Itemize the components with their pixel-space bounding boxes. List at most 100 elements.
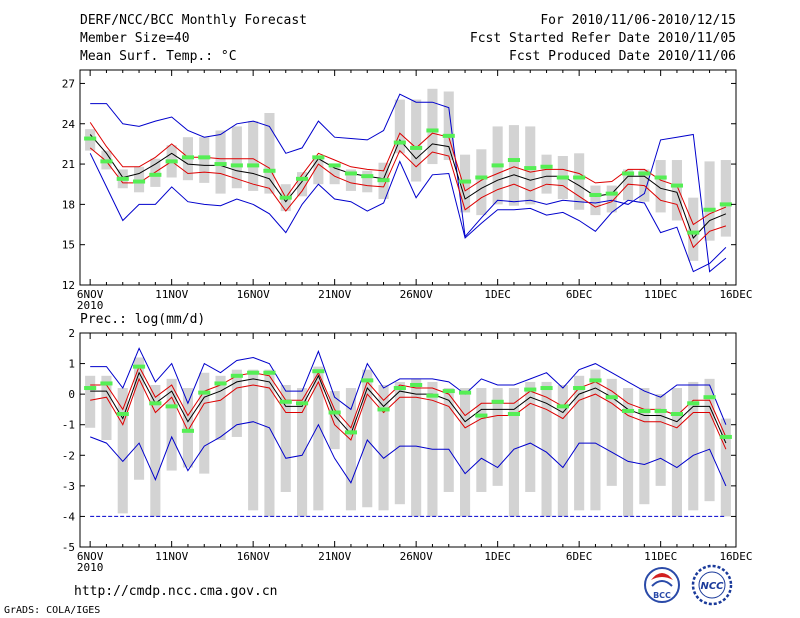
spread-bar [443,388,454,492]
spread-bar [345,388,357,511]
median-marker [377,407,390,412]
spread-bar [296,172,308,197]
x-tick-label: 1DEC [484,550,511,563]
y-tick-label: 21 [62,158,75,171]
median-marker [312,155,325,160]
temperature-panel: 12 15 18 21 24 27 6NOV 11NOV 16NOV 21NOV 26NOV 1DEC… [62,69,753,312]
median-marker [719,202,732,207]
median-marker [295,176,309,181]
spread-bar [606,185,617,213]
median-marker [377,178,390,183]
median-marker [556,175,569,180]
x-year-label: 2010 [77,299,104,312]
median-marker [198,390,211,395]
y-tick-label: 0 [68,388,75,401]
median-marker [295,401,309,406]
spread-bar [85,375,96,428]
median-marker [475,413,488,418]
spread-bar [362,369,373,508]
median-marker [100,159,113,164]
x-tick-label: 11DEC [644,288,677,301]
median-marker [214,162,227,167]
member-size: Member Size=40 [80,31,190,46]
bcc-logo: BCC [644,567,680,603]
bcc-logo-text: BCC [653,591,671,600]
median-marker [165,159,178,164]
median-marker [393,386,406,391]
spread-bar [622,388,634,517]
median-marker [230,373,243,378]
median-marker [214,381,227,386]
spread-bar [459,154,471,213]
spread-bar [574,153,585,210]
y-tick-label: 27 [62,77,75,90]
spread-bar [313,366,324,511]
spread-bar [199,372,210,474]
x-tick-label: 6NOV [77,288,104,301]
spread-bar [590,369,601,511]
median-marker [426,128,439,133]
median-marker [524,166,537,171]
median-marker [344,171,358,176]
y-tick-label: -1 [62,419,75,432]
x-tick-label: 26NOV [400,288,433,301]
series-line-mean-plus-std [89,122,727,226]
spread-bar [639,388,650,505]
spread-bar [313,156,324,185]
chart-title: DERF/NCC/BCC Monthly Forecast [80,13,307,28]
median-marker [149,401,162,406]
median-marker [524,387,537,392]
spread-bar [280,384,291,492]
x-tick-label: 11DEC [644,550,677,563]
series-line-mean [90,371,727,444]
median-marker [116,176,129,181]
median-marker [654,175,667,180]
spread-bar [199,137,210,183]
median-marker [507,158,521,163]
median-marker [84,136,97,141]
median-marker [410,382,423,387]
series-line-min [89,153,727,273]
x-tick-label: 11NOV [155,288,188,301]
spread-bar [476,149,487,216]
y-tick-label: -5 [62,541,75,554]
median-marker [132,179,146,184]
spread-bar [557,384,568,517]
series-line-max [90,347,727,425]
spread-bar [671,388,683,517]
median-marker [540,164,553,169]
x-tick-label: 6DEC [566,288,593,301]
median-marker [263,370,276,375]
median-marker [491,399,504,404]
spread-bar [411,99,422,182]
spread-bar [525,381,536,492]
plot-frame [79,332,737,548]
median-marker [149,172,162,177]
y-tick-label: 2 [68,327,75,340]
median-marker [670,412,684,417]
forecast-period: For 2010/11/06-2010/12/15 [540,13,736,28]
median-marker [638,171,651,176]
median-marker [181,155,195,160]
spread-bar [248,121,259,191]
median-marker [703,395,716,400]
median-marker [361,174,374,179]
median-marker [181,428,195,433]
median-marker [328,163,341,168]
variable-label: Mean Surf. Temp.: °C [80,49,237,64]
spread-bar [541,154,552,194]
spread-bar [133,357,145,480]
median-marker [442,389,455,394]
plot-frame [79,69,737,286]
spread-bar [264,369,275,517]
spread-bar [133,166,145,193]
median-marker [638,408,651,413]
median-marker [132,364,146,369]
precip-panel-title: Prec.: log(mm/d) [80,312,205,327]
produced-date: Fcst Produced Date 2010/11/06 [509,49,736,64]
grads-credit: GrADS: COLA/IGES [4,605,100,616]
y-tick-label: -4 [62,510,76,523]
spread-bar [508,388,520,517]
median-marker [198,155,211,160]
spread-bar [688,197,699,261]
